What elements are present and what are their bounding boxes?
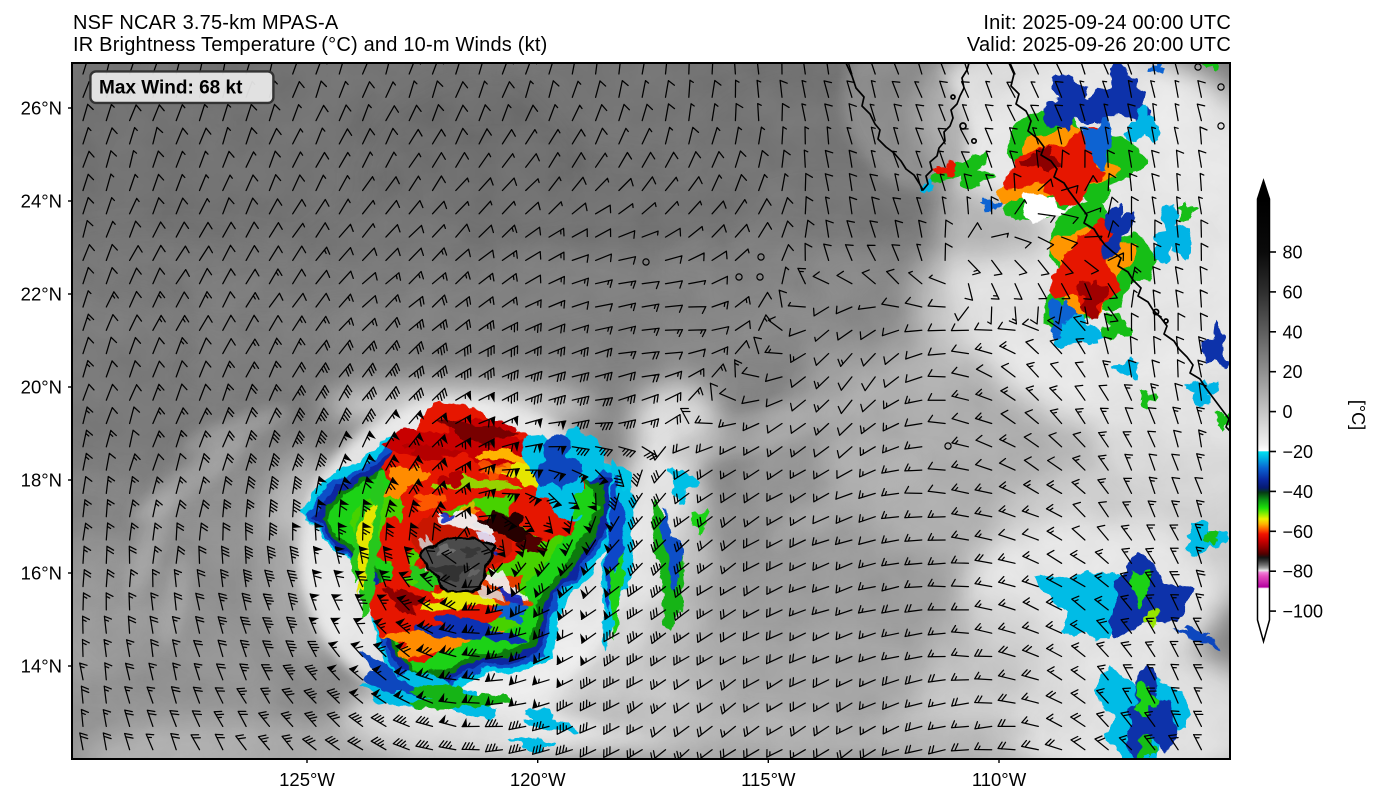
svg-text:40: 40	[1283, 322, 1303, 342]
svg-text:16°N: 16°N	[21, 563, 62, 584]
svg-text:20: 20	[1283, 362, 1303, 382]
svg-text:14°N: 14°N	[21, 656, 62, 677]
svg-text:Valid: 2025-09-26 20:00 UTC: Valid: 2025-09-26 20:00 UTC	[967, 34, 1231, 56]
svg-text:125°W: 125°W	[279, 769, 335, 790]
svg-text:22°N: 22°N	[21, 284, 62, 305]
svg-text:Init: 2025-09-24 00:00 UTC: Init: 2025-09-24 00:00 UTC	[983, 12, 1231, 34]
svg-text:−40: −40	[1283, 482, 1314, 502]
svg-text:−100: −100	[1283, 602, 1324, 622]
svg-text:−80: −80	[1283, 562, 1314, 582]
svg-text:[°C]: [°C]	[1348, 400, 1368, 430]
svg-text:NSF NCAR 3.75-km MPAS-A: NSF NCAR 3.75-km MPAS-A	[73, 12, 339, 34]
svg-text:−20: −20	[1283, 442, 1314, 462]
svg-text:20°N: 20°N	[21, 377, 62, 398]
svg-text:60: 60	[1283, 282, 1303, 302]
svg-text:110°W: 110°W	[972, 769, 1027, 790]
svg-text:120°W: 120°W	[510, 769, 566, 790]
svg-text:0: 0	[1283, 402, 1293, 422]
svg-text:IR Brightness Temperature (°C): IR Brightness Temperature (°C) and 10-m …	[73, 34, 547, 56]
svg-text:26°N: 26°N	[21, 98, 62, 119]
svg-text:80: 80	[1283, 243, 1303, 263]
svg-text:115°W: 115°W	[741, 769, 796, 790]
svg-text:18°N: 18°N	[21, 470, 62, 491]
svg-text:−60: −60	[1283, 522, 1314, 542]
svg-text:24°N: 24°N	[21, 191, 62, 212]
svg-text:Max Wind: 68 kt: Max Wind: 68 kt	[99, 78, 243, 99]
